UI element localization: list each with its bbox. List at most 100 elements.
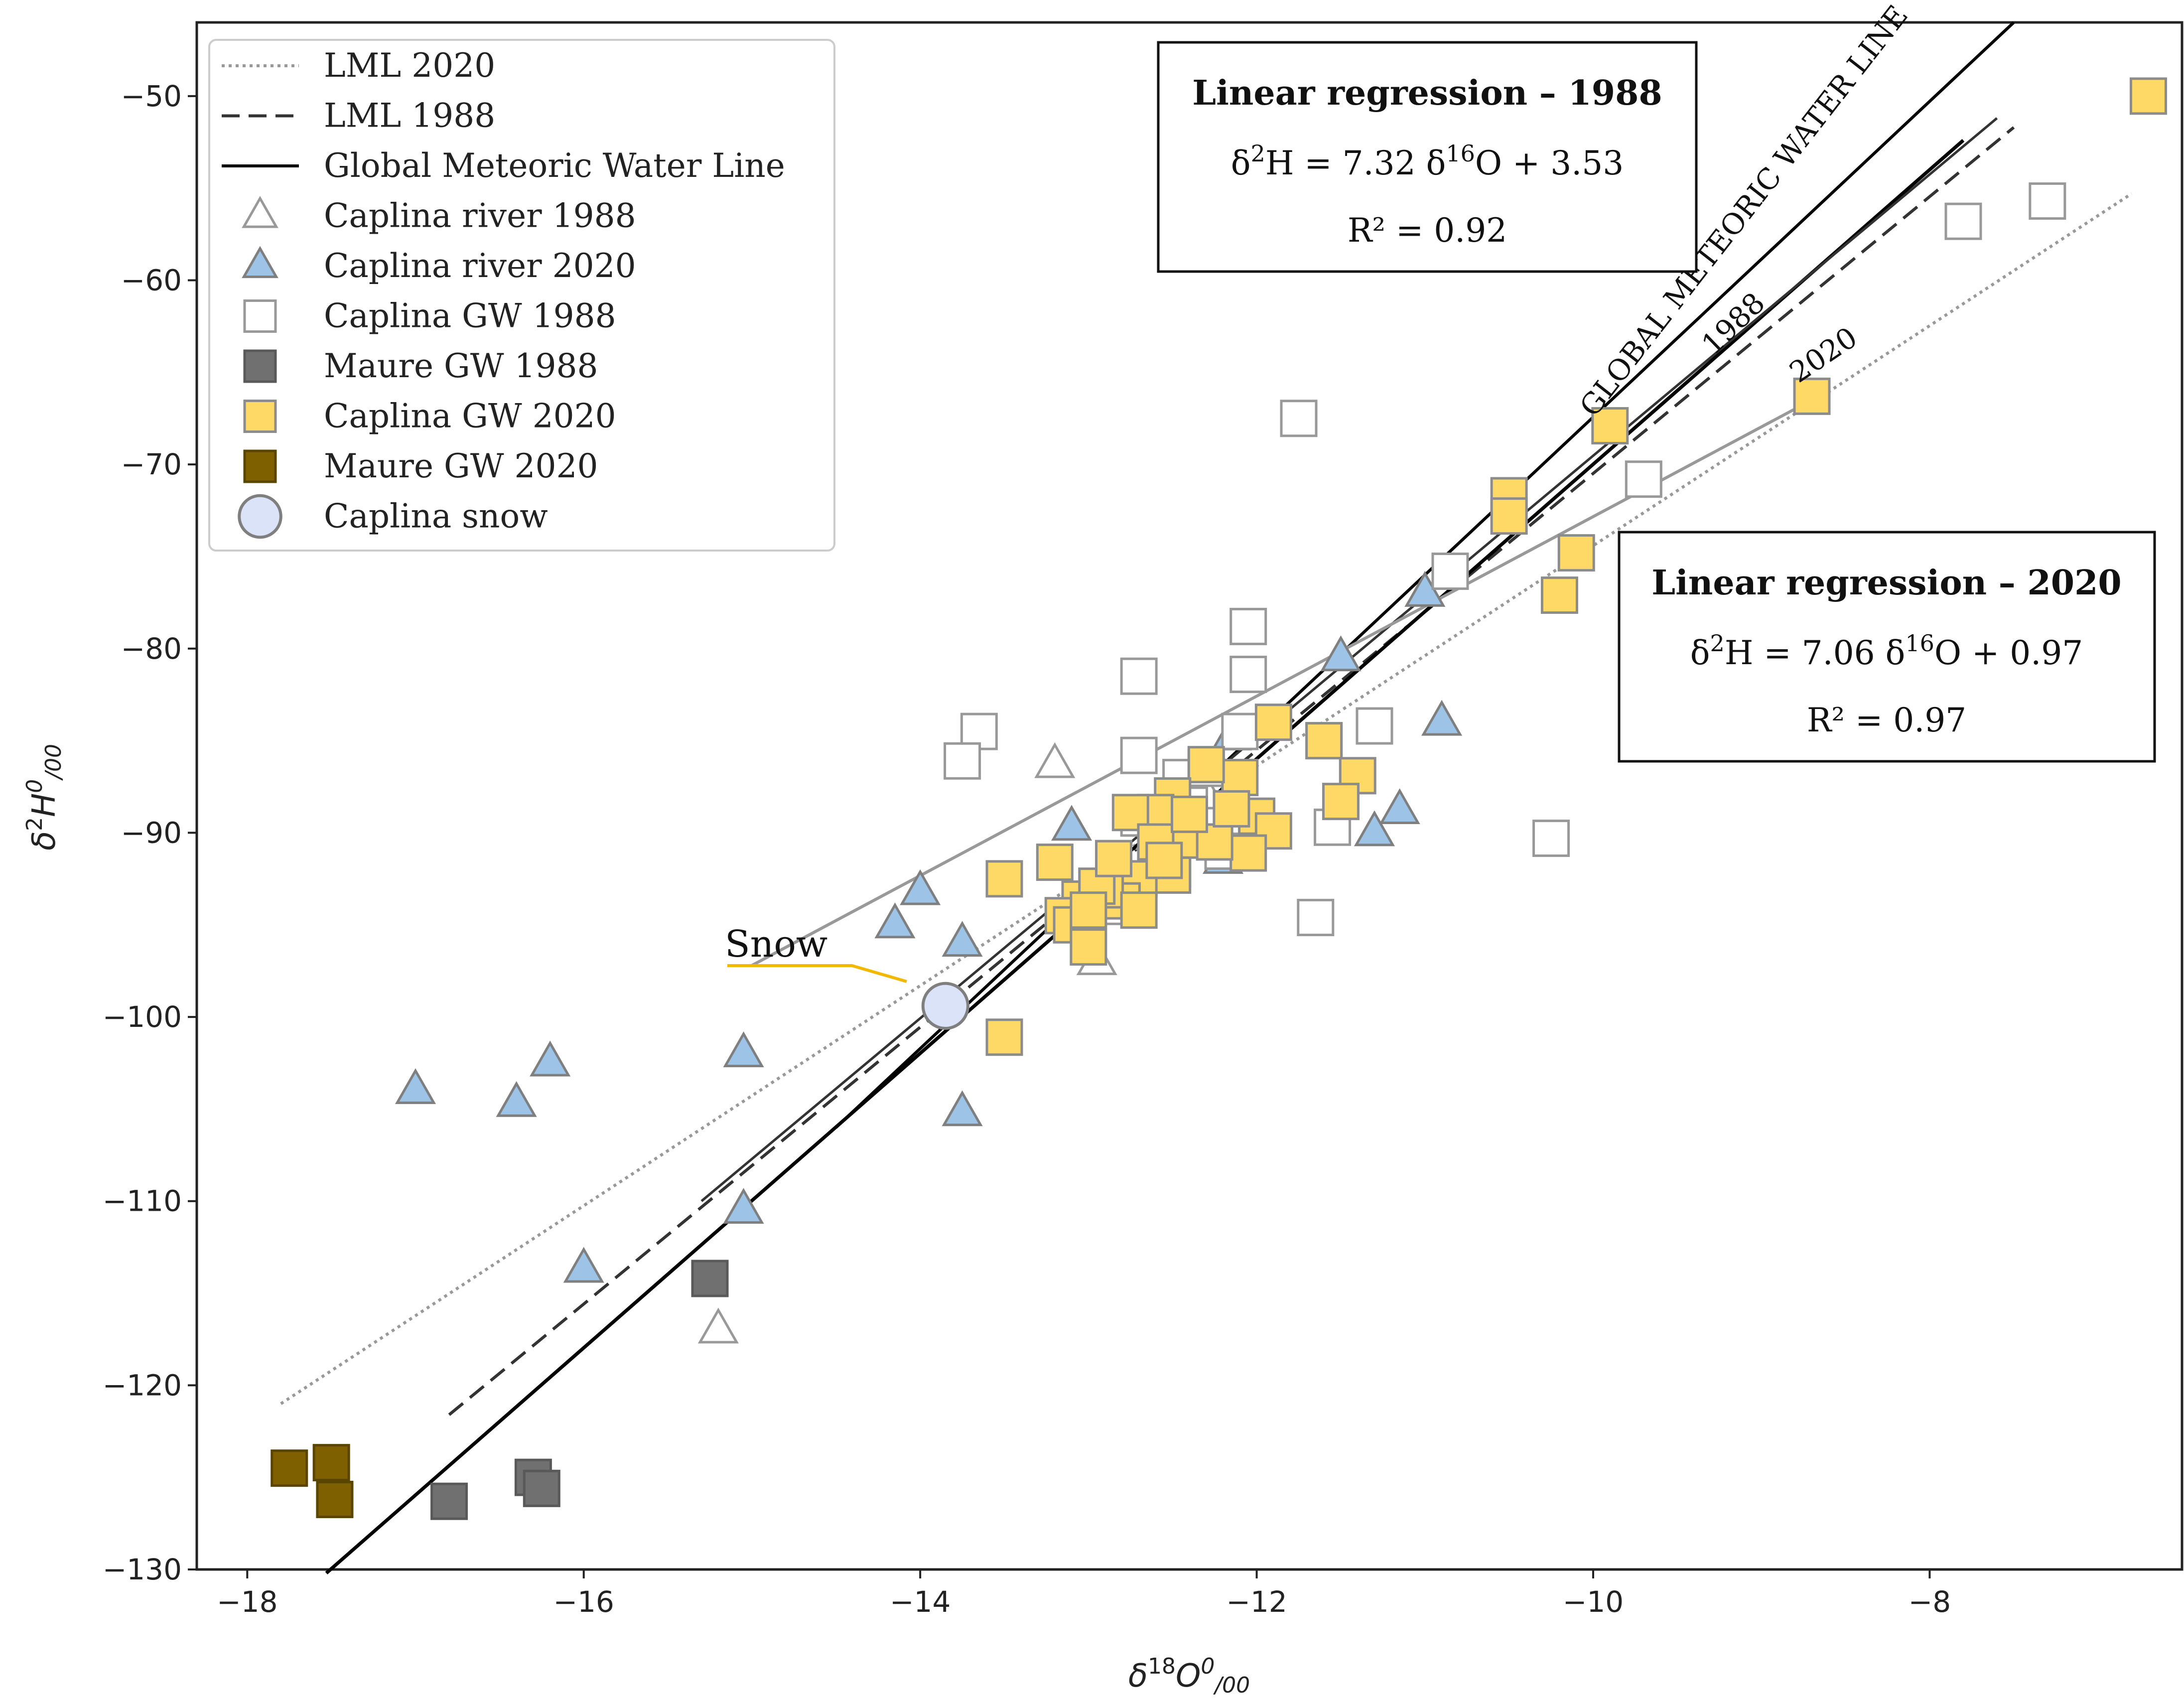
regression-2020-title: Linear regression – 2020	[1651, 563, 2121, 603]
point-caplina-gw-1988	[1356, 707, 1393, 745]
point-caplina-river-2020	[530, 1040, 571, 1077]
legend-label: LML 1988	[324, 97, 495, 135]
point-caplina-river-2020	[942, 921, 983, 957]
legend-item-lml-2020: LML 2020	[222, 46, 495, 85]
legend-label: Caplina GW 1988	[324, 297, 616, 335]
point-caplina-river-1988	[1034, 742, 1076, 778]
point-caplina-gw-2020	[1540, 576, 1578, 614]
y-tick-label: −70	[121, 447, 182, 481]
legend-item-caplina-river-2020: Caplina river 2020	[242, 246, 636, 285]
series-caplina-gw-2020	[985, 77, 2167, 1056]
x-tick-label: −12	[1226, 1585, 1287, 1619]
point-caplina-gw-2020	[1070, 891, 1107, 929]
regression-1988-r2: R² = 0.92	[1348, 211, 1507, 250]
y-tick-label: −50	[121, 79, 182, 113]
legend-label: LML 2020	[324, 46, 495, 85]
point-caplina-gw-1988	[1532, 820, 1570, 857]
point-caplina-gw-2020	[1070, 928, 1107, 966]
y-tick-label: −120	[103, 1368, 182, 1402]
point-maure-gw-2020	[271, 1449, 308, 1487]
x-tick-label: −16	[553, 1585, 614, 1619]
legend-swatch	[243, 449, 277, 483]
legend-frame	[208, 39, 835, 552]
point-maure-gw-2020	[312, 1444, 350, 1482]
legend-label: Caplina GW 2020	[324, 397, 616, 435]
point-caplina-river-2020	[874, 902, 916, 939]
point-caplina-river-2020	[723, 1031, 764, 1067]
point-maure-gw-2020	[316, 1481, 354, 1519]
legend-item-caplina-gw-1988: Caplina GW 1988	[243, 297, 616, 335]
point-caplina-river-1988	[697, 1307, 739, 1344]
y-tick-label: −60	[121, 264, 182, 297]
legend-swatch	[243, 400, 277, 433]
point-caplina-gw-2020	[1221, 759, 1259, 797]
point-caplina-river-2020	[1354, 810, 1395, 847]
point-caplina-gw-2020	[1591, 407, 1629, 445]
point-caplina-gw-2020	[2129, 77, 2167, 115]
point-caplina-gw-2020	[1305, 722, 1343, 760]
point-caplina-river-2020	[496, 1081, 537, 1117]
point-caplina-gw-2020	[1229, 834, 1267, 872]
legend-item-caplina-snow: Caplina snow	[238, 494, 548, 539]
point-caplina-river-2020	[900, 869, 941, 905]
point-caplina-gw-1988	[1120, 736, 1158, 774]
series-maure-gw-2020	[271, 1444, 354, 1519]
legend-swatch	[243, 299, 277, 333]
legend-item-maure-gw-2020: Maure GW 2020	[243, 447, 598, 485]
point-caplina-gw-2020	[1793, 377, 1831, 415]
point-caplina-gw-1988	[1120, 657, 1158, 695]
point-maure-gw-1988	[430, 1482, 468, 1520]
point-caplina-river-2020	[1421, 700, 1463, 736]
point-caplina-gw-1988	[1625, 460, 1662, 498]
point-maure-gw-1988	[523, 1469, 560, 1507]
point-caplina-gw-1988	[944, 742, 981, 780]
point-caplina-gw-1988	[1431, 553, 1469, 590]
point-caplina-river-2020	[563, 1247, 604, 1283]
y-tick-label: −90	[121, 816, 182, 850]
legend-label: Maure GW 2020	[324, 447, 598, 485]
point-caplina-gw-2020	[1145, 842, 1183, 879]
legend-label: Global Meteoric Water Line	[324, 146, 785, 185]
point-caplina-gw-1988	[1944, 202, 1982, 240]
point-caplina-river-2020	[723, 1188, 764, 1224]
x-tick-label: −18	[217, 1585, 277, 1619]
point-caplina-snow	[921, 982, 969, 1030]
regression-box-2020: Linear regression – 2020 δ2H = 7.06 δ16O…	[1618, 531, 2156, 763]
regression-1988-equation: δ2H = 7.32 δ16O + 3.53	[1231, 140, 1624, 182]
legend-item-global-meteoric-water-line: Global Meteoric Water Line	[222, 146, 785, 185]
x-tick-label: −10	[1563, 1585, 1624, 1619]
y-axis-title: δ2H0/00	[22, 744, 66, 850]
point-caplina-gw-2020	[1254, 704, 1292, 741]
legend-item-maure-gw-1988: Maure GW 1988	[243, 347, 598, 385]
legend-label: Maure GW 1988	[324, 347, 598, 385]
point-caplina-gw-2020	[1322, 783, 1360, 821]
snow-annotation-label: Snow	[725, 923, 827, 966]
series-maure-gw-1988	[430, 1260, 729, 1520]
point-caplina-gw-2020	[1213, 790, 1250, 828]
legend-label: Caplina snow	[324, 497, 548, 536]
point-caplina-gw-1988	[1280, 400, 1318, 437]
regression-2020-equation: δ2H = 7.06 δ16O + 0.97	[1690, 630, 2083, 672]
point-caplina-gw-1988	[1229, 607, 1267, 645]
point-caplina-gw-1988	[1221, 712, 1259, 750]
point-caplina-gw-2020	[1187, 746, 1225, 784]
series-caplina-snow	[921, 982, 969, 1030]
y-tick-label: −80	[121, 632, 182, 666]
point-caplina-river-2020	[395, 1068, 436, 1104]
point-caplina-river-2020	[1051, 805, 1092, 841]
legend-swatch	[242, 196, 278, 228]
point-caplina-gw-2020	[1120, 891, 1158, 929]
point-caplina-gw-1988	[1297, 898, 1335, 936]
y-tick-label: −100	[103, 1000, 182, 1034]
point-caplina-river-2020	[942, 1090, 983, 1127]
point-caplina-gw-2020	[985, 1018, 1023, 1056]
y-tick-label: −130	[103, 1553, 182, 1586]
legend-swatch	[243, 349, 277, 383]
point-caplina-gw-2020	[1557, 534, 1595, 572]
legend-label: Caplina river 1988	[324, 197, 636, 235]
legend-swatch	[238, 494, 282, 539]
regression-box-1988: Linear regression – 1988 δ2H = 7.32 δ16O…	[1157, 41, 1698, 273]
y-axis: −50 −60 −70 −80 −90 −100 −110 −120 −130	[103, 79, 197, 1586]
point-caplina-river-2020	[1320, 635, 1362, 672]
